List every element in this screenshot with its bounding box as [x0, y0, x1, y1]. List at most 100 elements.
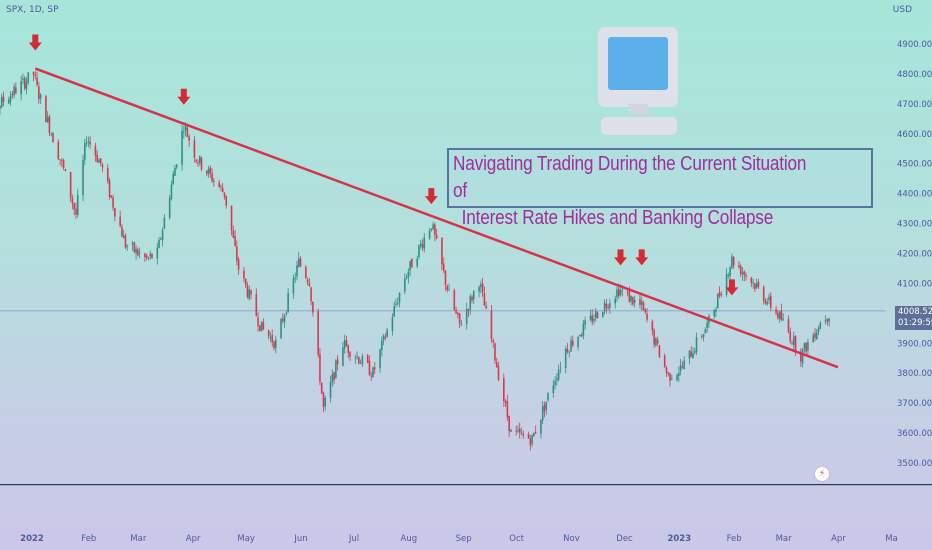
candle-body — [188, 136, 190, 141]
candle-body — [789, 331, 792, 342]
x-tick-label: May — [237, 534, 255, 544]
candle-body — [206, 170, 208, 174]
candle-body — [283, 315, 286, 322]
candle-body — [379, 349, 381, 369]
candle-body — [812, 334, 815, 343]
candle-body — [329, 381, 332, 398]
candle-body — [223, 192, 226, 197]
candle-body — [195, 159, 197, 162]
candle-body — [147, 257, 150, 259]
candle-body — [775, 309, 777, 314]
callout-line-2: Interest Rate Hikes and Banking Collapse — [461, 207, 774, 229]
candle-body — [292, 278, 295, 294]
candle-body — [469, 296, 472, 310]
candle-body — [372, 367, 374, 377]
candle-body — [345, 340, 348, 347]
candle-body — [294, 277, 296, 279]
currency-label: USD — [892, 5, 912, 15]
candle-body — [232, 230, 235, 238]
candle-body — [478, 287, 480, 292]
candle-body — [669, 373, 671, 381]
candle-body — [541, 406, 544, 421]
candle-body — [658, 345, 661, 358]
candle-body — [614, 298, 617, 304]
candle-body — [285, 312, 288, 315]
x-tick-label: Nov — [563, 534, 580, 544]
last-price-value: 4008.52 — [898, 307, 932, 317]
candle-body — [151, 253, 153, 259]
candle-body — [792, 336, 795, 346]
candle-body — [738, 265, 740, 268]
candle-body — [517, 429, 519, 432]
candle-body — [582, 323, 585, 336]
candle-body — [320, 382, 323, 394]
candle-body — [267, 330, 270, 337]
candle-body — [665, 367, 668, 373]
callout-box[interactable] — [447, 148, 873, 208]
candle-body — [319, 354, 321, 382]
candle-body — [457, 312, 459, 315]
candle-body — [52, 132, 54, 143]
candle-body — [220, 185, 222, 187]
candle-body — [467, 309, 470, 311]
candle-body — [481, 283, 484, 293]
candle-body — [343, 340, 346, 349]
trendline[interactable] — [34, 67, 839, 369]
candle-body — [112, 197, 114, 208]
x-tick-label: Dec — [616, 534, 633, 544]
candle-body — [752, 282, 754, 284]
x-tick-label: Apr — [186, 534, 201, 544]
candle-body — [628, 291, 631, 303]
candle-body — [564, 348, 567, 368]
candle-body — [453, 290, 456, 310]
candle-body — [421, 244, 424, 248]
candle-body — [639, 299, 641, 305]
candle-body — [396, 303, 399, 304]
y-tick-label: 4100.00 — [897, 279, 932, 289]
y-tick-label: 4900.00 — [897, 40, 932, 50]
x-tick-label: 2022 — [20, 534, 44, 544]
x-tick-label: Jul — [348, 534, 359, 544]
candle-body — [619, 290, 622, 295]
candle-body — [617, 288, 620, 297]
candle-body — [237, 259, 240, 270]
candle-body — [75, 208, 77, 215]
time-axis-separator — [0, 484, 932, 486]
candle-body — [119, 216, 121, 227]
candle-body — [23, 78, 26, 89]
candle-body — [170, 184, 173, 200]
candle-body — [663, 355, 666, 367]
y-axis[interactable]: 4900.00 4800.00 4700.00 4600.00 4500.00 4400.… — [897, 40, 932, 469]
candle-body — [331, 374, 334, 383]
candle-body — [778, 311, 781, 320]
candle-body — [158, 239, 160, 248]
candle-body — [640, 301, 643, 305]
candle-body — [559, 367, 562, 369]
candle-body — [508, 415, 510, 432]
candle-body — [815, 332, 818, 340]
symbol-label[interactable]: SPX, 1D, SP — [6, 5, 59, 15]
down-arrow-icon — [635, 249, 649, 266]
candle-body — [183, 131, 185, 133]
candle-body — [520, 432, 523, 434]
x-axis[interactable]: 2022 Feb Mar Apr May Jun Jul Aug Sep Oct Nov Dec 202… — [20, 534, 898, 544]
candle-body — [69, 171, 72, 199]
candle-body — [163, 217, 166, 229]
candle-body — [506, 401, 509, 418]
candle-body — [602, 312, 604, 317]
lightning-icon[interactable]: ⚡ — [814, 466, 830, 482]
candle-body — [282, 318, 284, 322]
candle-body — [695, 337, 698, 353]
candle-body — [584, 320, 586, 325]
candle-body — [101, 164, 104, 168]
candle-body — [257, 317, 259, 326]
candle-body — [743, 271, 746, 275]
candle-body — [472, 291, 475, 300]
candle-body — [754, 283, 756, 290]
down-arrow-icon — [28, 34, 42, 51]
candle-body — [32, 72, 35, 75]
candle-body — [533, 432, 535, 437]
down-arrow-icon — [725, 279, 739, 296]
candle-body — [411, 259, 413, 268]
